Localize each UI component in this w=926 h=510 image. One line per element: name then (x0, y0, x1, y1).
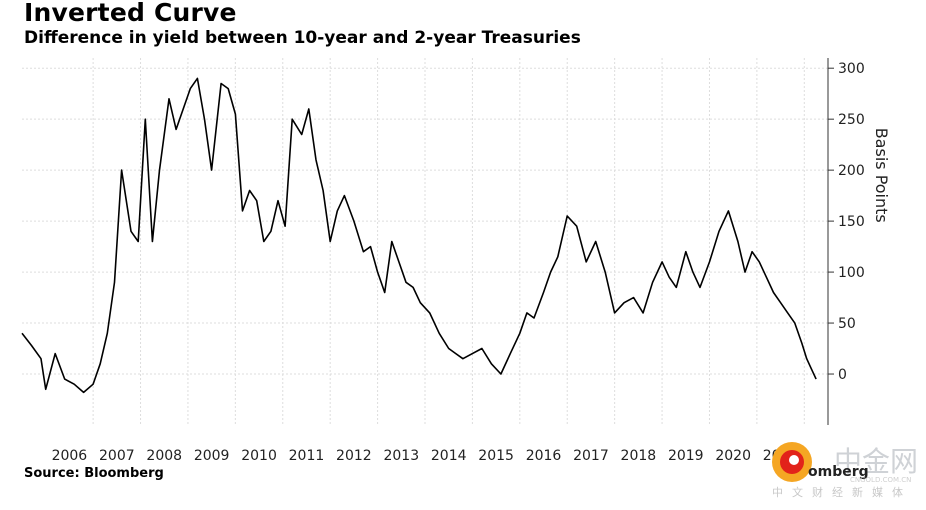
x-tick-label: 2006 (52, 448, 88, 464)
y-tick-label: 100 (838, 265, 865, 281)
x-tick-label: 2016 (526, 448, 562, 464)
y-tick-label: 50 (838, 316, 856, 332)
x-tick-label: 2008 (146, 448, 182, 464)
watermark-logo (770, 440, 920, 500)
x-tick-label: 2012 (336, 448, 372, 464)
x-tick-label: 2011 (289, 448, 325, 464)
y-tick-label: 150 (838, 214, 865, 230)
watermark-logo-icon (772, 442, 812, 482)
watermark-chinese-sub: 中文财经新媒体 (772, 486, 912, 499)
x-tick-label: 2020 (715, 448, 751, 464)
x-tick-label: 2017 (573, 448, 609, 464)
x-tick-label: 2009 (194, 448, 230, 464)
chart-title: Inverted Curve (24, 0, 237, 27)
x-tick-label: 2010 (241, 448, 277, 464)
chart-subtitle: Difference in yield between 10-year and … (24, 28, 581, 48)
x-tick-label: 2015 (478, 448, 514, 464)
x-axis-ticks: 2006 2007 2008 2009 2010 2011 2012 2013 2014 2015… (52, 448, 799, 464)
y-tick-label: 300 (838, 61, 865, 77)
y-axis: 0 50 100 150 200 250 300 (827, 58, 865, 425)
watermark-url: CNGOLD.COM.CN (850, 476, 912, 484)
series-group (21, 77, 817, 394)
source-note: Source: Bloomberg (24, 466, 164, 481)
x-tick-label: 2007 (99, 448, 135, 464)
watermark-brand-fragment: omberg (808, 464, 869, 480)
watermark-chinese-logo: 中金网 (834, 445, 919, 478)
x-tick-label: 2014 (431, 448, 467, 464)
x-tick-label: 2013 (383, 448, 419, 464)
y-tick-label: 200 (838, 163, 865, 179)
chart-grid (22, 58, 828, 425)
x-tick-label: 2018 (621, 448, 657, 464)
y-tick-label: 250 (838, 112, 865, 128)
y-tick-label: 0 (838, 367, 847, 383)
y-axis-label: Basis Points (872, 128, 891, 223)
x-tick-label: 2019 (668, 448, 704, 464)
series-line-0 (21, 77, 817, 394)
